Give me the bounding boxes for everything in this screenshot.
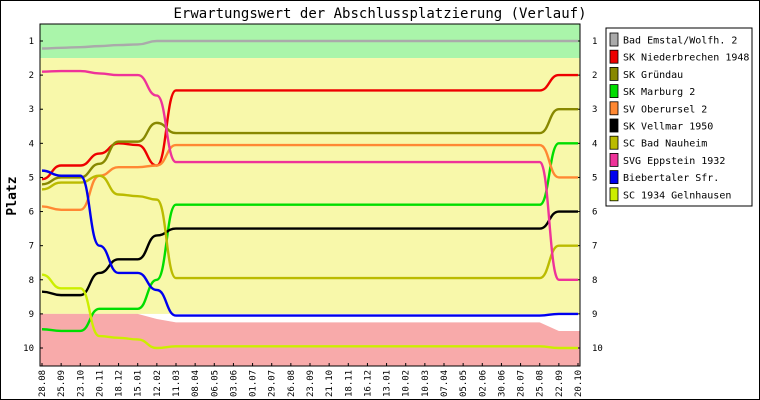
series-line <box>41 210 578 297</box>
x-tick-label: 21.10 <box>325 370 335 397</box>
series-line <box>41 39 578 50</box>
x-tick-label: 16.12 <box>363 370 373 397</box>
x-tick-label: 12.02 <box>153 370 163 397</box>
y-tick-label-right: 8 <box>592 276 597 286</box>
x-tick-label: 23.09 <box>306 370 316 397</box>
x-tick-label: 15.01 <box>134 370 144 397</box>
legend-entry: Biebertaler Sfr. <box>623 173 719 184</box>
y-tick-label-right: 10 <box>592 344 603 354</box>
y-tick-label: 1 <box>29 37 34 47</box>
x-tick-label: 28.08 <box>38 370 48 397</box>
y-axis-label: Platz <box>5 176 20 215</box>
legend-swatch <box>609 84 619 98</box>
legend-swatch <box>609 187 619 202</box>
legend-entry: SK Niederbrechen 1948 <box>623 53 749 64</box>
y-tick-label-right: 5 <box>592 173 597 183</box>
legend-entry: SV Oberursel 2 <box>623 104 707 115</box>
x-tick-label: 06.05 <box>210 370 220 397</box>
y-tick-label-right: 1 <box>592 37 597 47</box>
legend-entry: SK Gründau <box>623 70 683 81</box>
series-line <box>41 142 578 333</box>
band-middle <box>40 58 580 314</box>
legend: Bad Emstal/Wolfh. 2 SK Niederbrechen 1948… <box>605 27 753 207</box>
legend-swatch <box>609 49 619 64</box>
y-tick-label-right: 9 <box>592 310 597 320</box>
x-tick-label: 22.09 <box>555 370 565 397</box>
y-tick-label: 5 <box>29 173 34 183</box>
x-tick-label: 28.07 <box>517 370 527 397</box>
y-tick-label: 2 <box>29 71 34 81</box>
x-tick-label: 07.04 <box>440 370 450 397</box>
legend-swatch <box>609 152 619 167</box>
y-tick-label: 4 <box>29 139 34 149</box>
x-tick-label: 18.12 <box>115 370 125 397</box>
x-tick-label: 03.06 <box>229 370 239 397</box>
x-tick-label: 20.10 <box>574 370 584 397</box>
legend-swatch <box>609 67 619 81</box>
legend-swatch <box>609 170 619 185</box>
y-tick-label-right: 6 <box>592 208 597 218</box>
legend-entry: SVG Eppstein 1932 <box>623 156 725 167</box>
series-line <box>41 169 578 317</box>
x-tick-label: 13.01 <box>383 370 393 397</box>
x-tick-label: 02.06 <box>478 370 488 397</box>
y-tick-label-right: 2 <box>592 71 597 81</box>
legend-entry: SK Marburg 2 <box>623 87 695 98</box>
legend-entry: SC Bad Nauheim <box>623 139 707 150</box>
x-tick-label: 01.07 <box>249 370 259 397</box>
x-tick-label: 18.11 <box>344 370 354 397</box>
y-tick-label: 9 <box>29 310 34 320</box>
x-tick-label: 05.05 <box>459 370 469 397</box>
x-tick-label: 20.11 <box>95 370 105 397</box>
series-line <box>41 143 578 212</box>
series-line <box>41 73 578 181</box>
x-tick-label: 11.03 <box>172 370 182 397</box>
series-line <box>41 69 578 281</box>
y-tick-label: 8 <box>29 276 34 286</box>
y-tick-label: 7 <box>29 242 34 252</box>
legend-entry: Bad Emstal/Wolfh. 2 <box>623 36 737 47</box>
y-tick-label: 6 <box>29 208 34 218</box>
x-tick-label: 29.07 <box>268 370 278 397</box>
x-tick-label: 10.03 <box>421 370 431 397</box>
legend-swatch <box>609 118 619 133</box>
y-tick-label-right: 3 <box>592 105 597 115</box>
x-tick-label: 26.08 <box>287 370 297 397</box>
series-line <box>41 108 578 186</box>
x-tick-label: 10.02 <box>402 370 412 397</box>
legend-swatch <box>609 135 619 150</box>
band-bottom <box>40 313 580 366</box>
y-tick-label: 3 <box>29 105 34 115</box>
legend-swatch <box>609 101 619 116</box>
x-tick-label: 25.09 <box>57 370 67 397</box>
y-tick-label: 10 <box>23 344 34 354</box>
y-tick-label-right: 7 <box>592 242 597 252</box>
x-tick-label: 23.10 <box>76 370 86 397</box>
plot-area: 1 1 2 2 3 3 4 4 5 5 6 6 7 7 8 8 9 9 10 10 28.08 25.09 23.10 20.… <box>23 23 603 397</box>
x-tick-label: 30.06 <box>497 370 507 397</box>
x-tick-label: 25.08 <box>536 370 546 397</box>
legend-box <box>605 27 753 207</box>
chart-title: Erwartungswert der Abschlussplatzierung … <box>173 6 586 22</box>
legend-entry: SC 1934 Gelnhausen <box>623 190 731 201</box>
x-tick-label: 08.04 <box>191 370 201 397</box>
y-tick-label-right: 4 <box>592 139 597 149</box>
series-line <box>41 273 578 350</box>
legend-swatch <box>609 32 619 47</box>
series-line <box>41 174 578 280</box>
legend-entry: SK Vellmar 1950 <box>623 122 713 133</box>
